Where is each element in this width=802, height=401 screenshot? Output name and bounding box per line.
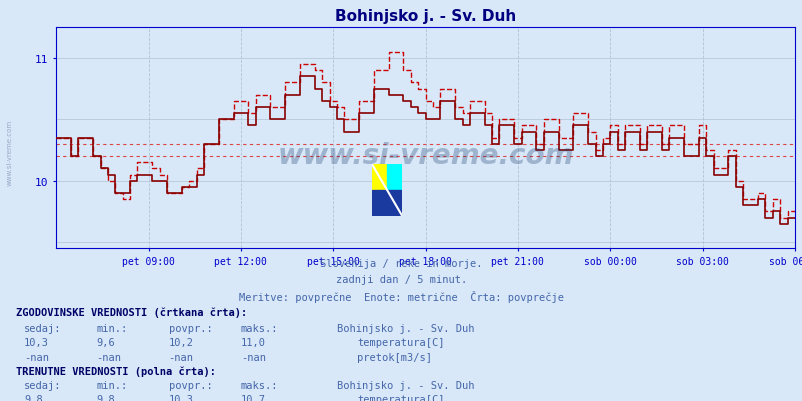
- Bar: [387, 164, 402, 190]
- Text: sedaj:: sedaj:: [24, 323, 62, 333]
- Text: povpr.:: povpr.:: [168, 323, 212, 333]
- Text: 10,2: 10,2: [168, 338, 193, 348]
- Text: TRENUTNE VREDNOSTI (polna črta):: TRENUTNE VREDNOSTI (polna črta):: [16, 366, 216, 376]
- Title: Bohinjsko j. - Sv. Duh: Bohinjsko j. - Sv. Duh: [334, 9, 516, 24]
- Text: temperatura[C]: temperatura[C]: [357, 338, 444, 348]
- Text: 11,0: 11,0: [241, 338, 265, 348]
- Text: 10,3: 10,3: [168, 394, 193, 401]
- Text: -nan: -nan: [241, 352, 265, 362]
- Text: Slovenija / reke in morje.: Slovenija / reke in morje.: [320, 259, 482, 269]
- Text: pretok[m3/s]: pretok[m3/s]: [357, 352, 431, 362]
- Text: povpr.:: povpr.:: [168, 380, 212, 390]
- Text: 10,3: 10,3: [24, 338, 49, 348]
- Text: ZGODOVINSKE VREDNOSTI (črtkana črta):: ZGODOVINSKE VREDNOSTI (črtkana črta):: [16, 307, 247, 317]
- Text: Bohinjsko j. - Sv. Duh: Bohinjsko j. - Sv. Duh: [337, 323, 474, 333]
- Text: 9,8: 9,8: [24, 394, 43, 401]
- Text: -nan: -nan: [96, 352, 121, 362]
- Text: sedaj:: sedaj:: [24, 380, 62, 390]
- Text: www.si-vreme.com: www.si-vreme.com: [277, 142, 573, 170]
- Text: www.si-vreme.com: www.si-vreme.com: [6, 119, 13, 185]
- Text: min.:: min.:: [96, 380, 128, 390]
- Text: Meritve: povprečne  Enote: metrične  Črta: povprečje: Meritve: povprečne Enote: metrične Črta:…: [239, 291, 563, 303]
- Text: zadnji dan / 5 minut.: zadnji dan / 5 minut.: [335, 275, 467, 285]
- Text: 10,7: 10,7: [241, 394, 265, 401]
- Text: -nan: -nan: [168, 352, 193, 362]
- Text: min.:: min.:: [96, 323, 128, 333]
- Text: maks.:: maks.:: [241, 380, 278, 390]
- Text: 9,6: 9,6: [96, 338, 115, 348]
- Text: temperatura[C]: temperatura[C]: [357, 394, 444, 401]
- Text: Bohinjsko j. - Sv. Duh: Bohinjsko j. - Sv. Duh: [337, 380, 474, 390]
- Bar: [371, 164, 387, 190]
- Text: -nan: -nan: [24, 352, 49, 362]
- Text: 9,8: 9,8: [96, 394, 115, 401]
- Bar: [371, 190, 402, 217]
- Text: maks.:: maks.:: [241, 323, 278, 333]
